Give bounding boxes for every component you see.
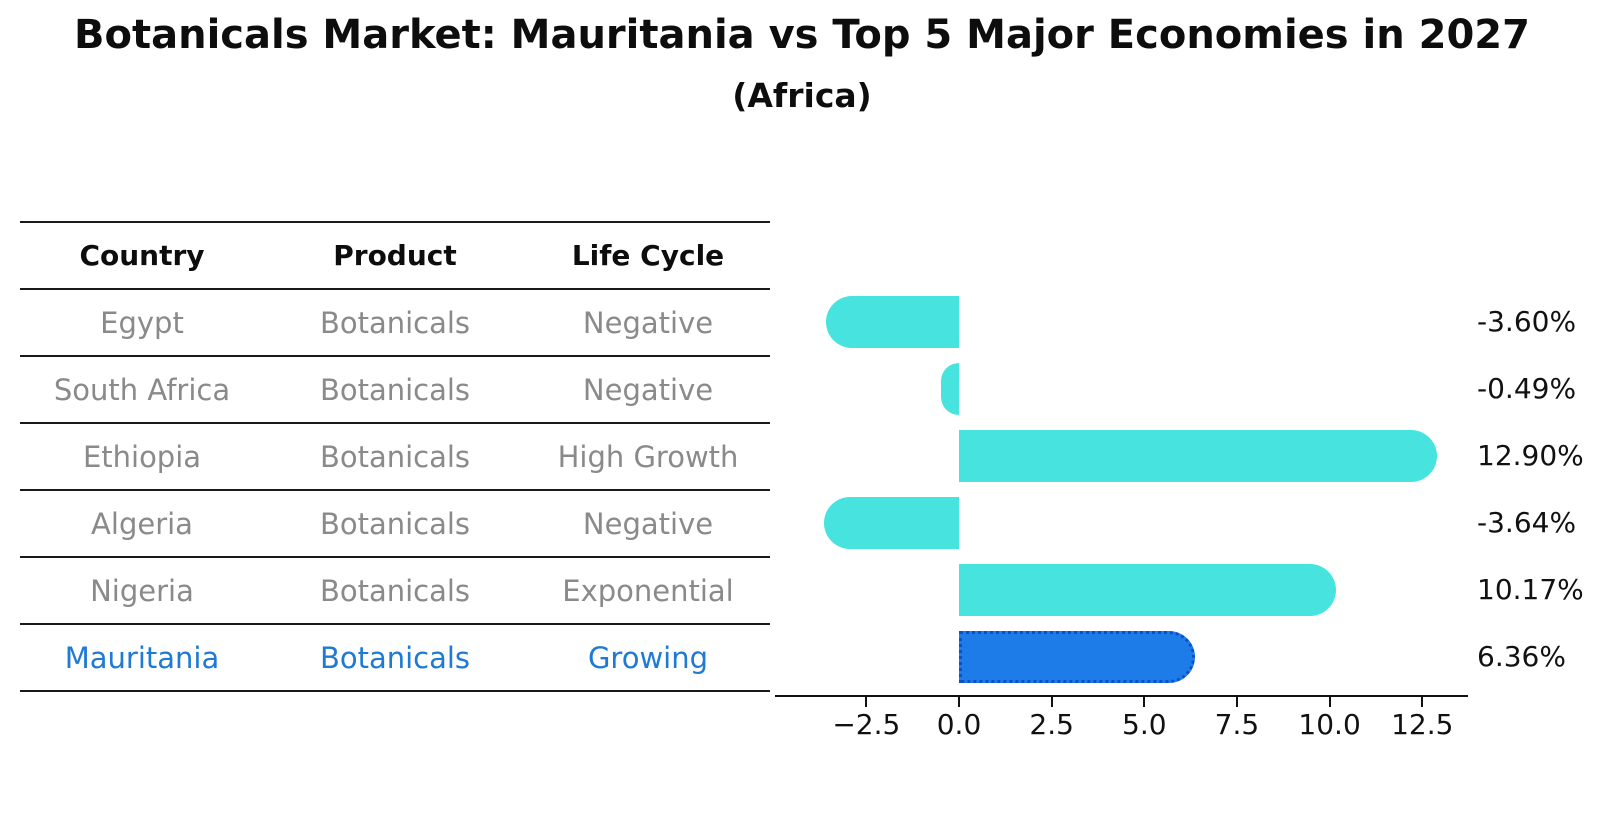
x-tick-mark bbox=[1050, 697, 1053, 707]
bar-egypt bbox=[825, 295, 959, 348]
bar-value-label: 6.36% bbox=[1477, 639, 1566, 673]
x-tick-label: −2.5 bbox=[832, 708, 901, 741]
table-cell-country: Mauritania bbox=[64, 640, 220, 675]
table-row: Ethiopia Botanicals High Growth bbox=[20, 424, 770, 491]
bar-value-label: -0.49% bbox=[1477, 371, 1577, 405]
table-header-country: Country bbox=[79, 239, 205, 272]
table-cell-country: Nigeria bbox=[90, 573, 194, 608]
x-tick-label: 2.5 bbox=[1029, 708, 1074, 741]
table-cell-product: Botanicals bbox=[319, 640, 471, 675]
bar-nigeria bbox=[959, 563, 1336, 616]
table-header-product: Product bbox=[333, 239, 457, 272]
bar-value-label: -3.60% bbox=[1477, 304, 1577, 338]
table-cell-product: Botanicals bbox=[319, 305, 471, 340]
table-cell-product: Botanicals bbox=[319, 573, 471, 608]
country-table: Country Product Life Cycle Egypt Botanica… bbox=[20, 221, 770, 692]
table-cell-life-cycle: Exponential bbox=[562, 573, 734, 608]
table-cell-country: Ethiopia bbox=[82, 439, 202, 474]
table-cell-life-cycle: Negative bbox=[582, 305, 714, 340]
x-tick-label: 0.0 bbox=[936, 708, 982, 741]
bar-value-label: -3.64% bbox=[1477, 505, 1577, 539]
table-cell-life-cycle: Growing bbox=[587, 640, 709, 675]
x-tick-mark bbox=[865, 697, 868, 707]
x-tick-mark bbox=[1328, 697, 1331, 707]
x-tick-label: 7.5 bbox=[1214, 708, 1260, 741]
table-cell-life-cycle: High Growth bbox=[557, 439, 739, 474]
x-tick-mark bbox=[1143, 697, 1146, 707]
bar-value-label: 10.17% bbox=[1477, 572, 1584, 606]
table-cell-product: Botanicals bbox=[319, 506, 471, 541]
table-cell-life-cycle: Negative bbox=[582, 506, 714, 541]
x-tick-mark bbox=[958, 697, 960, 707]
x-axis-line bbox=[775, 695, 1468, 697]
table-header-life-cycle: Life Cycle bbox=[571, 239, 725, 272]
table-cell-product: Botanicals bbox=[319, 372, 471, 407]
bar-algeria bbox=[824, 496, 959, 549]
table-cell-country: South Africa bbox=[53, 372, 231, 407]
table-row: South Africa Botanicals Negative bbox=[20, 357, 770, 424]
x-tick-mark bbox=[1235, 697, 1238, 707]
table-cell-country: Algeria bbox=[91, 506, 193, 541]
table-cell-life-cycle: Negative bbox=[582, 372, 714, 407]
bar-value-label: 12.90% bbox=[1477, 438, 1584, 472]
bar-mauritania bbox=[959, 630, 1195, 683]
table-header-row: Country Product Life Cycle bbox=[20, 221, 770, 290]
table-cell-country: Egypt bbox=[100, 305, 184, 340]
table-row: Nigeria Botanicals Exponential bbox=[20, 558, 770, 625]
table-row: Egypt Botanicals Negative bbox=[20, 290, 770, 357]
x-tick-label: 12.5 bbox=[1391, 708, 1454, 741]
table-body: Egypt Botanicals Negative South Africa Botan… bbox=[20, 290, 770, 692]
bar-south-africa bbox=[940, 362, 959, 415]
x-tick-label: 5.0 bbox=[1122, 708, 1167, 741]
page-subtitle: (Africa) bbox=[732, 76, 872, 115]
table-cell-product: Botanicals bbox=[319, 439, 471, 474]
x-tick-mark bbox=[1421, 697, 1424, 707]
bar-ethiopia bbox=[959, 429, 1438, 482]
table-row: Algeria Botanicals Negative bbox=[20, 491, 770, 558]
page-title: Botanicals Market: Mauritania vs Top 5 M… bbox=[74, 12, 1530, 58]
x-tick-label: 10.0 bbox=[1298, 708, 1361, 741]
table-row: Mauritania Botanicals Growing bbox=[20, 625, 770, 692]
